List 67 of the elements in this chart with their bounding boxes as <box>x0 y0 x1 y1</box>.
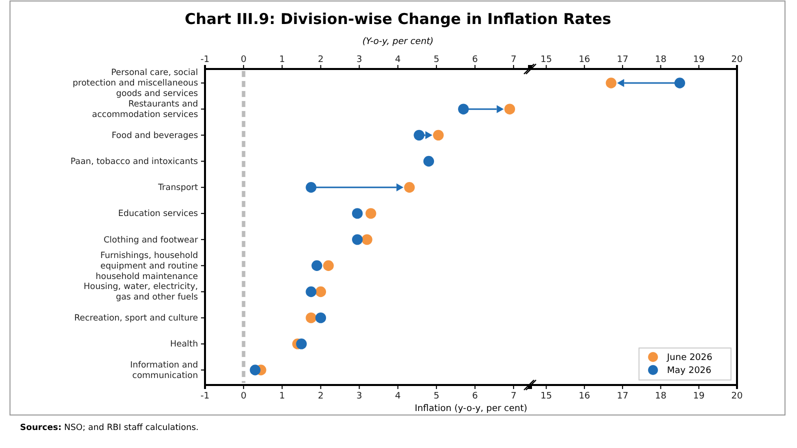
y-tick-label: Information and communication <box>130 360 198 381</box>
point <box>423 156 434 167</box>
point <box>414 130 424 141</box>
x2-tick-label: 4 <box>394 391 401 402</box>
point <box>362 234 372 245</box>
y-tick-label: Education services <box>118 209 199 220</box>
point <box>306 286 316 298</box>
x2-tick-label: 15 <box>540 391 552 402</box>
point <box>250 364 260 376</box>
point <box>352 208 363 219</box>
x-tick-label: 4 <box>394 55 401 65</box>
y-tick-label: Health <box>170 340 198 350</box>
y-tick-label: Food and beverages <box>112 130 199 141</box>
x2-tick-label: 19 <box>693 391 705 402</box>
x-tick-label: 5 <box>434 55 440 65</box>
x-tick-label: 18 <box>654 55 667 65</box>
x-tick-label: 15 <box>540 55 552 65</box>
y-tick-label: Personal care, social protection and miscellaneous goods and services <box>72 68 199 100</box>
x2-tick-label: 6 <box>472 391 478 402</box>
x-tick-label: 19 <box>693 55 705 65</box>
x-tick-label: 1 <box>279 55 286 65</box>
x2-tick-label: 0 <box>240 391 247 402</box>
x2-tick-label: -1 <box>200 391 210 402</box>
point <box>458 104 469 114</box>
y-tick-label: Furnishings, household equipment and routine household maintenance <box>96 250 198 282</box>
chart-subtitle: (Y-o-y, per cent) <box>362 37 434 47</box>
point <box>504 104 516 114</box>
x2-tick-label: 17 <box>616 391 628 402</box>
x-tick-label: -1 <box>200 55 210 65</box>
y-tick-label: Recreation, sport and culture <box>74 314 198 324</box>
x-tick-label: 17 <box>616 55 628 65</box>
point <box>306 182 316 193</box>
x-tick-label: 0 <box>240 55 247 65</box>
point <box>323 260 334 271</box>
legend-label: May 2026 <box>667 366 712 376</box>
legend-label: June 2026 <box>666 352 713 363</box>
y-tick-label: Restaurants and accommodation services <box>92 100 199 120</box>
point <box>296 338 307 350</box>
x-tick-label: 6 <box>472 55 478 65</box>
x2-tick-label: 16 <box>578 391 590 402</box>
x-tick-label: 16 <box>578 55 590 65</box>
point <box>366 208 376 219</box>
point <box>352 234 363 245</box>
y-tick-label: Paan, tobacco and intoxicants <box>70 156 199 167</box>
x2-tick-label: 2 <box>318 391 324 402</box>
y-tick-label: Clothing and footwear <box>104 235 198 246</box>
x-tick-label: 20 <box>731 55 743 65</box>
point <box>315 312 326 324</box>
x2-tick-label: 3 <box>356 391 362 402</box>
x2-tick-label: 7 <box>510 391 516 402</box>
x2-tick-label: 18 <box>654 391 667 402</box>
x-tick-label: 2 <box>318 55 324 65</box>
chart-title: Chart III.9: Division-wise Change in Inflation Rates <box>184 10 612 28</box>
x-axis-title: Inflation (y-o-y, per cent) <box>414 404 528 414</box>
x2-tick-label: 5 <box>434 391 440 402</box>
x2-tick-label: 20 <box>731 391 743 402</box>
source-note: Sources: NSO; and RBI staff calculations. <box>20 423 199 433</box>
point <box>315 286 326 298</box>
point <box>312 260 322 271</box>
x2-tick-label: 1 <box>279 391 286 402</box>
x-tick-label: 3 <box>356 55 362 65</box>
point <box>306 312 316 324</box>
point <box>433 130 444 141</box>
point <box>404 182 415 193</box>
y-tick-label: Housing, water, electricity, gas and other fuels <box>84 282 199 303</box>
x-tick-label: 7 <box>510 55 516 65</box>
y-tick-label: Transport <box>157 183 199 194</box>
